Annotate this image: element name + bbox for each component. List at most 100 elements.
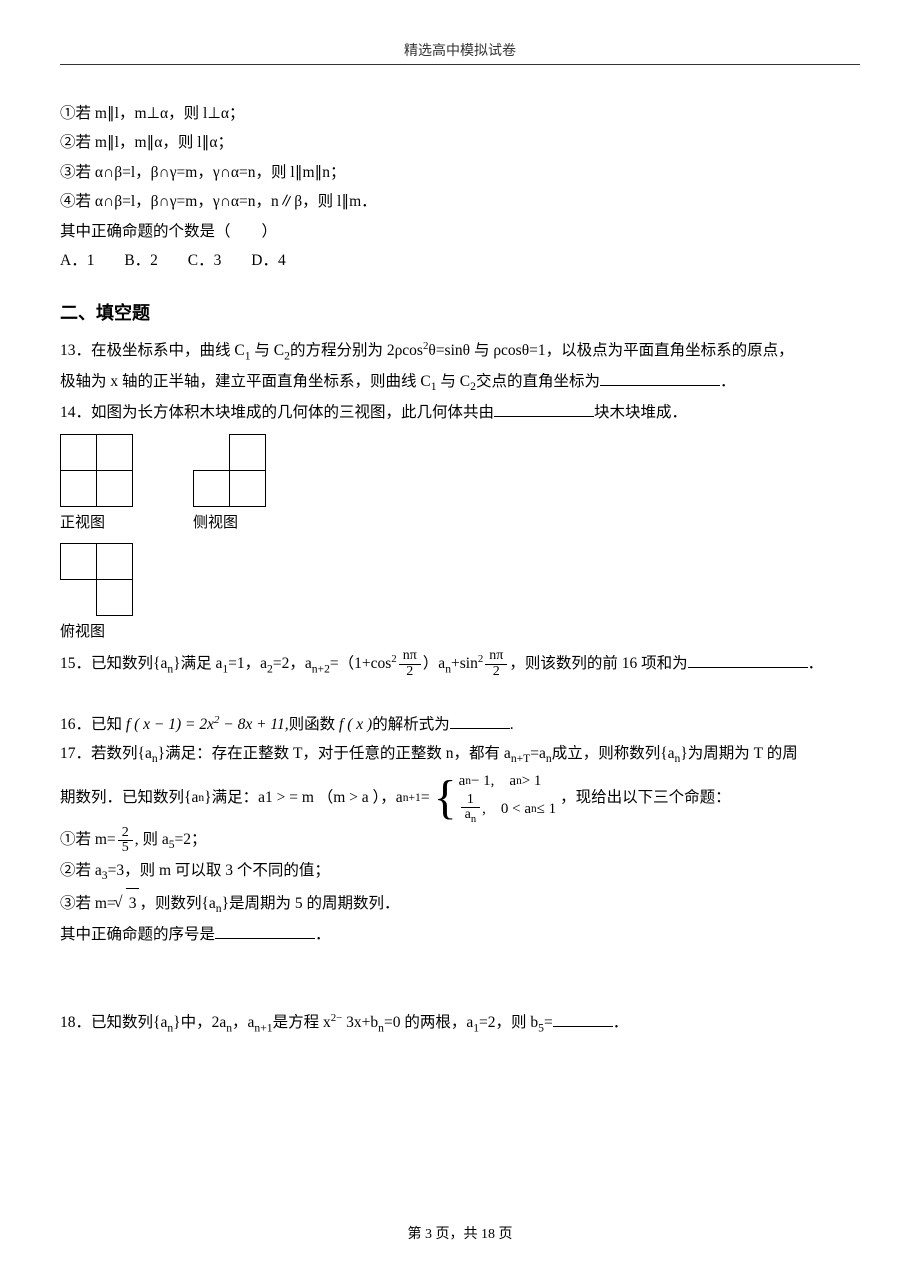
footer-page-num: 3 bbox=[425, 1227, 432, 1242]
q17-line1: 17．若数列{an}满足：存在正整数 T，对于任意的正整数 n，都有 an+T=… bbox=[60, 739, 860, 770]
q17-l2-subn1p: n+1 bbox=[403, 787, 421, 809]
q15-m1: }满足 a bbox=[173, 655, 222, 672]
q17-tail-text: 其中正确命题的序号是 bbox=[60, 926, 215, 943]
q17-s1a: ①若 m= bbox=[60, 831, 116, 848]
q15-e3: =（1+cos bbox=[330, 655, 391, 672]
q17-stmt2: ②若 a3=3，则 m 可以取 3 个不同的值； bbox=[60, 856, 860, 887]
q17-tail: 其中正确命题的序号是． bbox=[60, 920, 860, 949]
body: ①若 m∥l，m⊥α，则 l⊥α； ②若 m∥l，m∥α，则 l∥α； ③若 α… bbox=[60, 99, 860, 1039]
q17-s3a: ③若 m= bbox=[60, 895, 116, 912]
footer-suffix: 页 bbox=[499, 1227, 513, 1242]
q17-stmt1: ①若 m=25, 则 a5 =2； bbox=[60, 825, 860, 856]
q17-s1b: , 则 a bbox=[135, 831, 169, 848]
q17-c1a: a bbox=[459, 770, 466, 793]
q17-l1c: =a bbox=[530, 745, 546, 762]
q15-m3: +sin bbox=[451, 655, 478, 672]
q17-c1b: − 1, a bbox=[471, 770, 516, 793]
q14-text: 14．如图为长方体积木块堆成的几何体的三视图，此几何体共由 bbox=[60, 404, 494, 421]
q17-l2d: ，现给出以下三个命题： bbox=[560, 783, 731, 812]
q15-sup2b: 2 bbox=[478, 653, 483, 665]
q12-opt-b: B．2 bbox=[124, 246, 158, 275]
q14-front-label: 正视图 bbox=[60, 509, 105, 538]
q14-front-view: 正视图 bbox=[60, 434, 133, 538]
q18-g: =2，则 b bbox=[479, 1014, 538, 1031]
page-header: 精选高中模拟试卷 bbox=[60, 40, 860, 71]
q17-s1d: 5 bbox=[118, 841, 133, 856]
q18-subn1p: n+1 bbox=[254, 1021, 272, 1034]
q15: 15．已知数列{an}满足 a1=1，a2=2，an+2=（1+cos2nπ2）… bbox=[60, 649, 860, 680]
q15-m2: ）a bbox=[423, 655, 445, 672]
q17-line2: 期数列．已知数列{an}满足：a1 > = m （m > a ），an+1= {… bbox=[60, 770, 860, 825]
q14-stem: 14．如图为长方体积木块堆成的几何体的三视图，此几何体共由块木块堆成． bbox=[60, 398, 860, 427]
q16-f2: f ( x ) bbox=[339, 716, 372, 733]
q16-mid2: 则函数 bbox=[289, 716, 336, 733]
q17-l1-subnT: n+T bbox=[511, 752, 530, 765]
q16: 16．已知 f ( x − 1) = 2x2 − 8x + 11,则函数 f (… bbox=[60, 710, 860, 740]
q17-s3rad: 3 bbox=[126, 888, 140, 918]
q17-c2b: , 0 < a bbox=[482, 798, 531, 821]
q17-s1c: =2； bbox=[175, 831, 207, 848]
q15-frac2: nπ2 bbox=[485, 649, 507, 679]
q12-stmt-1: ①若 m∥l，m⊥α，则 l⊥α； bbox=[60, 99, 860, 128]
q17-s3c: }是周期为 5 的周期数列． bbox=[222, 895, 400, 912]
footer-prefix: 第 bbox=[408, 1227, 422, 1242]
q13-t2: 与 C bbox=[251, 342, 285, 359]
q15-f2n: nπ bbox=[485, 649, 507, 665]
q12-opt-c: C．3 bbox=[188, 246, 222, 275]
q16-tail: 的解析式为 bbox=[372, 716, 450, 733]
q13-tail: ． bbox=[720, 373, 736, 390]
q16-blank bbox=[450, 713, 510, 729]
q18-sup2: 2− bbox=[331, 1012, 343, 1024]
q12-stmt-2: ②若 m∥l，m∥α，则 l∥α； bbox=[60, 128, 860, 157]
page-footer: 第 3 页，共 18 页 bbox=[0, 1223, 920, 1243]
q17-l1b: }满足：存在正整数 T，对于任意的正整数 n，都有 a bbox=[158, 745, 511, 762]
header-title: 精选高中模拟试卷 bbox=[404, 44, 516, 59]
q17-l1e: }为周期为 T 的周 bbox=[680, 745, 797, 762]
q18-c: ，a bbox=[232, 1014, 254, 1031]
q12-stem: 其中正确命题的个数是（ ） bbox=[60, 217, 860, 246]
q17-cases: an − 1, an > 1 1 an , 0 < an ≤ 1 bbox=[459, 770, 556, 825]
q15-frac1: nπ2 bbox=[399, 649, 421, 679]
q18-d: 是方程 x bbox=[273, 1014, 331, 1031]
q18-tail: ． bbox=[613, 1014, 629, 1031]
q17-s2a: ②若 a bbox=[60, 862, 102, 879]
q15-f1n: nπ bbox=[399, 649, 421, 665]
q16-f1: f ( x − 1) = 2x bbox=[126, 716, 214, 733]
q12-stmt-4: ④若 α∩β=l，β∩γ=m，γ∩α=n，n∥β，则 l∥m． bbox=[60, 187, 860, 216]
q18-a: 18．已知数列{a bbox=[60, 1014, 167, 1031]
q13-t1: 13．在极坐标系中，曲线 C bbox=[60, 342, 245, 359]
q18: 18．已知数列{an}中，2an，an+1是方程 x2− 3x+bn=0 的两根… bbox=[60, 1008, 860, 1039]
q18-e: 3x+b bbox=[342, 1014, 378, 1031]
footer-total: 18 bbox=[481, 1227, 495, 1242]
q17-s1-frac: 25 bbox=[118, 826, 133, 856]
q17-stmt3: ③若 m=3，则数列{an}是周期为 5 的周期数列． bbox=[60, 888, 860, 920]
footer-mid: 页，共 bbox=[436, 1227, 478, 1242]
q17-piecewise: { an − 1, an > 1 1 an , 0 < an ≤ 1 bbox=[434, 770, 557, 825]
q13-line1: 13．在极坐标系中，曲线 C1 与 C2的方程分别为 2ρcos2θ=sinθ … bbox=[60, 336, 860, 367]
q15-blank bbox=[688, 652, 808, 668]
q16-tail2: . bbox=[510, 716, 514, 733]
q14-top-label: 俯视图 bbox=[60, 618, 105, 647]
section-2-heading: 二、填空题 bbox=[60, 296, 860, 330]
q17-c2-frac: 1 an bbox=[461, 793, 480, 826]
q16-pre: 16．已知 bbox=[60, 716, 122, 733]
q12-stmt-3: ③若 α∩β=l，β∩γ=m，γ∩α=n，则 l∥m∥n； bbox=[60, 158, 860, 187]
q14-side-grid bbox=[193, 434, 266, 507]
q14-views-row1: 正视图 侧视图 bbox=[60, 434, 860, 538]
q15-f2d: 2 bbox=[485, 665, 507, 680]
q13-t3: 的方程分别为 2ρcos bbox=[290, 342, 423, 359]
q17-s3b: ，则数列{a bbox=[139, 895, 215, 912]
q17-l2b: }满足：a1 > = m （m > a ），a bbox=[204, 783, 403, 812]
q15-pre: 15．已知数列{a bbox=[60, 655, 167, 672]
q17-case2: 1 an , 0 < an ≤ 1 bbox=[459, 793, 556, 826]
q14-top-view: 俯视图 bbox=[60, 543, 133, 647]
q14-top-grid bbox=[60, 543, 133, 616]
q18-f: =0 的两根，a bbox=[384, 1014, 473, 1031]
q12-opt-d: D．4 bbox=[251, 246, 285, 275]
q17-blank bbox=[215, 923, 315, 939]
q15-s3: n+2 bbox=[312, 662, 330, 675]
q13-l2a: 极轴为 x 轴的正半轴，建立平面直角坐标系，则曲线 C bbox=[60, 373, 431, 390]
q15-f1d: 2 bbox=[399, 665, 421, 680]
q17-c2d-sub: n bbox=[471, 814, 476, 825]
q14-blank bbox=[494, 402, 594, 418]
